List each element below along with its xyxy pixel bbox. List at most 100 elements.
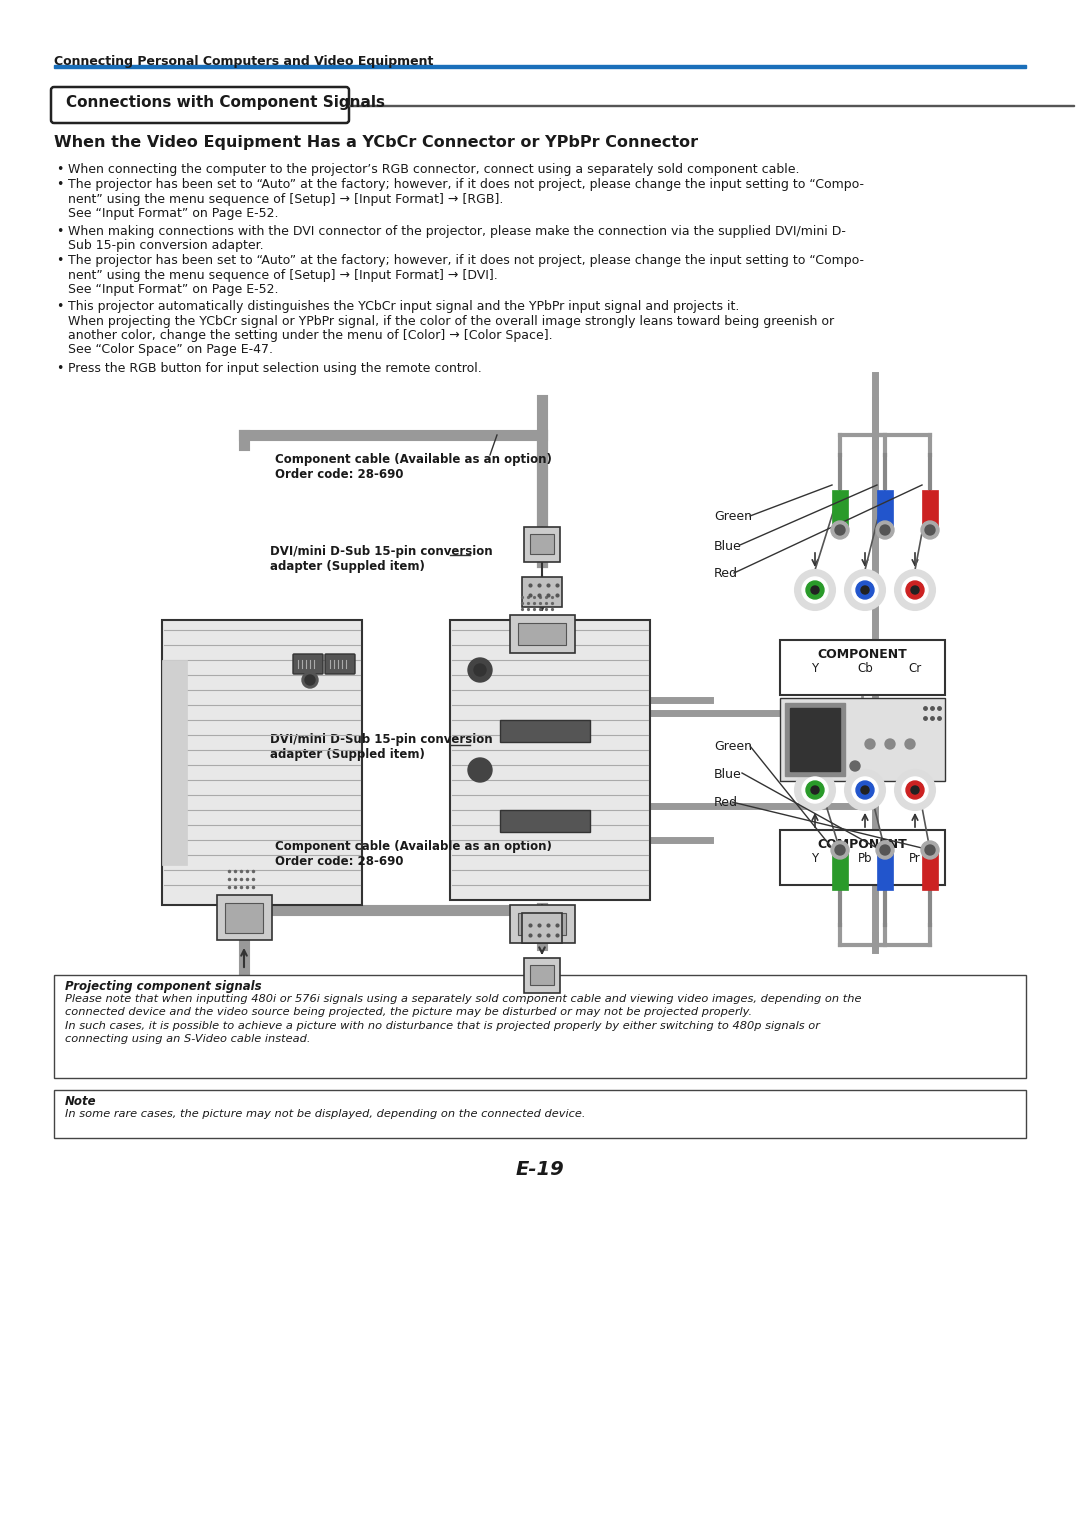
Bar [162,661,187,865]
Circle shape [845,571,885,610]
Circle shape [921,520,939,539]
Circle shape [302,671,318,688]
Bar [877,490,893,530]
Circle shape [856,781,874,800]
Circle shape [474,664,486,676]
Text: Component cable (Available as an option)
Order code: 28-690: Component cable (Available as an option)… [275,453,552,481]
Circle shape [852,777,878,803]
Circle shape [861,586,869,594]
Text: The projector has been set to “Auto” at the factory; however, if it does not pro: The projector has been set to “Auto” at … [68,179,864,191]
Circle shape [811,786,819,794]
Text: DVI/mini D-Sub 15-pin conversion
adapter (Suppled item): DVI/mini D-Sub 15-pin conversion adapter… [270,545,492,572]
Text: Connections with Component Signals: Connections with Component Signals [66,95,384,110]
Bar [500,720,590,742]
Text: Green: Green [714,740,752,752]
Circle shape [861,786,869,794]
FancyBboxPatch shape [293,655,323,674]
Text: E-19: E-19 [515,1160,565,1180]
Bar [500,810,590,832]
Circle shape [845,771,885,810]
Text: This projector automatically distinguishes the YCbCr input signal and the YPbPr : This projector automatically distinguish… [68,301,740,313]
Text: Red: Red [714,568,738,580]
Text: When making connections with the DVI connector of the projector, please make the: When making connections with the DVI con… [68,224,846,238]
Text: another color, change the setting under the menu of [Color] → [Color Space].: another color, change the setting under … [68,330,553,342]
Bar [780,639,945,694]
Circle shape [865,739,875,749]
Circle shape [876,841,894,859]
Text: In such cases, it is possible to achieve a picture with no disturbance that is p: In such cases, it is possible to achieve… [65,1021,820,1032]
Text: Component cable (Available as an option)
Order code: 28-690: Component cable (Available as an option)… [275,839,552,868]
Circle shape [902,777,928,803]
Text: Green: Green [714,510,752,523]
Circle shape [924,525,935,536]
Bar [518,623,566,645]
Text: The projector has been set to “Auto” at the factory; however, if it does not pro: The projector has been set to “Auto” at … [68,253,864,267]
Circle shape [835,845,845,855]
Circle shape [852,577,878,603]
Text: Pb: Pb [858,852,873,865]
Text: Y: Y [811,662,819,674]
Circle shape [795,571,835,610]
Text: Sub 15-pin conversion adapter.: Sub 15-pin conversion adapter. [68,240,264,252]
Text: •: • [56,362,64,375]
Circle shape [795,771,835,810]
Bar [832,490,848,530]
FancyBboxPatch shape [325,655,355,674]
Bar [785,703,845,777]
Bar [832,850,848,890]
Bar [54,975,1026,1077]
Circle shape [831,520,849,539]
Text: Red: Red [714,797,738,809]
Text: Note: Note [65,1096,96,1108]
Bar [225,903,264,932]
Bar [522,913,562,943]
Text: COMPONENT: COMPONENT [818,649,907,661]
Circle shape [906,581,924,600]
Text: 1  3  5:30: 1 3 5:30 [795,707,832,716]
Bar [780,697,945,781]
Circle shape [806,781,824,800]
Text: Cb: Cb [858,662,873,674]
Text: •: • [56,224,64,238]
FancyBboxPatch shape [162,620,362,905]
Bar [522,577,562,607]
Bar [524,526,561,562]
Circle shape [906,781,924,800]
Text: When the Video Equipment Has a YCbCr Connector or YPbPr Connector: When the Video Equipment Has a YCbCr Con… [54,134,698,150]
Bar [510,905,575,943]
Text: nent” using the menu sequence of [Setup] → [Input Format] → [RGB].: nent” using the menu sequence of [Setup]… [68,192,503,206]
Circle shape [806,581,824,600]
Text: Blue: Blue [714,540,742,552]
Text: •: • [56,163,64,175]
Text: See “Color Space” on Page E-47.: See “Color Space” on Page E-47. [68,343,273,357]
Bar [780,830,945,885]
Circle shape [802,577,828,603]
Circle shape [895,571,935,610]
Circle shape [305,674,315,685]
Text: Please note that when inputting 480i or 576i signals using a separately sold com: Please note that when inputting 480i or … [65,993,862,1004]
Circle shape [468,658,492,682]
Bar [530,534,554,554]
Text: Blue: Blue [714,768,742,781]
Bar [922,490,939,530]
Circle shape [468,758,492,781]
Circle shape [885,739,895,749]
Text: connecting using an S-Video cable instead.: connecting using an S-Video cable instea… [65,1035,311,1044]
Bar [518,913,566,935]
Circle shape [924,845,935,855]
Bar [922,850,939,890]
Text: DVI/mini D-Sub 15-pin conversion
adapter (Suppled item): DVI/mini D-Sub 15-pin conversion adapter… [270,732,492,761]
Bar [789,708,840,771]
Bar [877,850,893,890]
Bar [530,964,554,984]
Circle shape [912,586,919,594]
Bar [217,896,272,940]
Circle shape [912,786,919,794]
Bar [54,1090,1026,1138]
Circle shape [880,845,890,855]
Text: nent” using the menu sequence of [Setup] → [Input Format] → [DVI].: nent” using the menu sequence of [Setup]… [68,269,498,281]
FancyBboxPatch shape [450,620,650,900]
Text: COMPONENT: COMPONENT [818,838,907,852]
Text: Connecting Personal Computers and Video Equipment: Connecting Personal Computers and Video … [54,55,433,69]
Text: Projecting component signals: Projecting component signals [65,980,261,993]
